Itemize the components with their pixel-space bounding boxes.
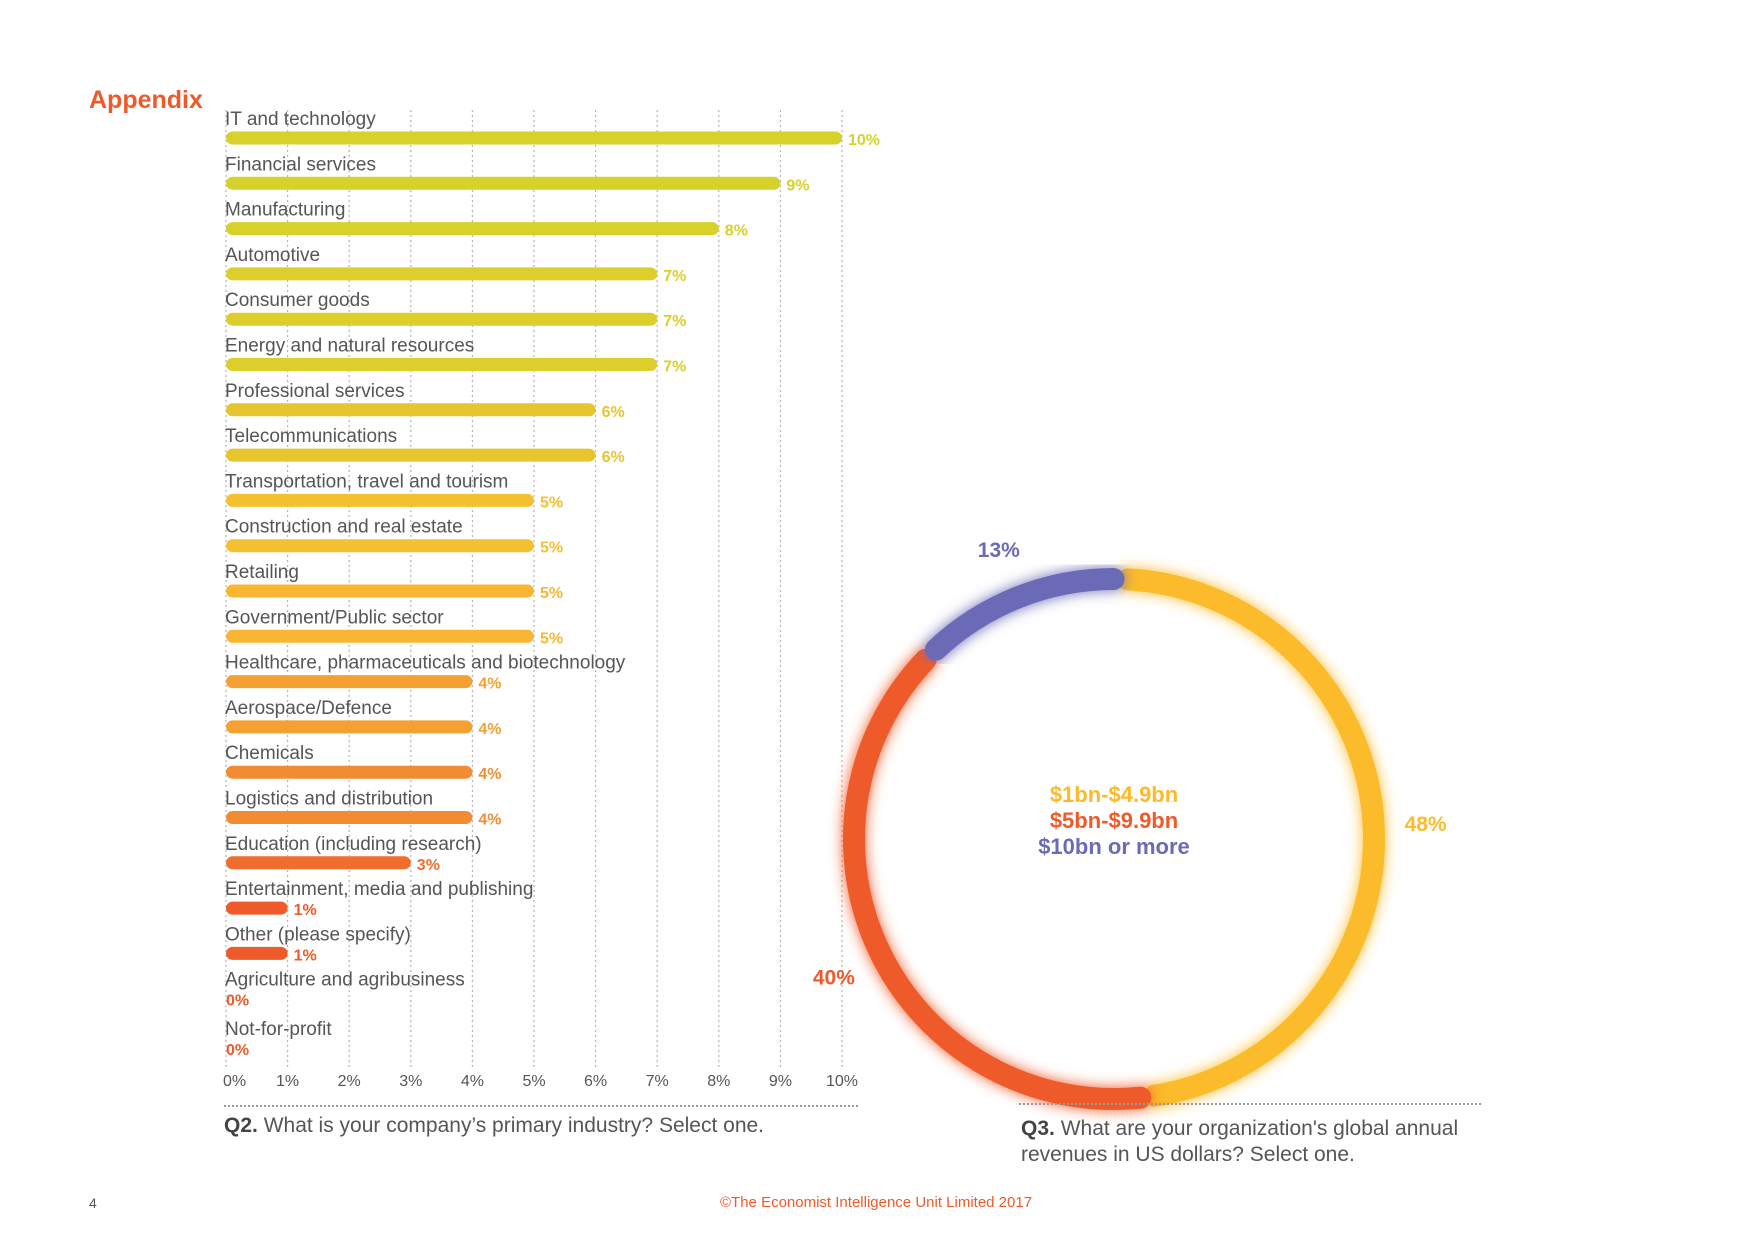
value-label: 7% (663, 268, 686, 285)
value-label: 5% (540, 585, 563, 602)
q3-question: Q3. What are your organization's global … (1021, 1116, 1458, 1168)
x-tick-label: 8% (707, 1073, 730, 1090)
x-tick-label: 5% (522, 1073, 545, 1090)
value-label: 7% (663, 313, 686, 330)
value-label: 9% (786, 177, 809, 194)
bar (226, 131, 842, 145)
slice-value-label: 48% (1405, 813, 1447, 836)
q3-divider (1019, 1103, 1481, 1105)
category-label: Government/Public sector (225, 607, 444, 628)
category-label: Energy and natural resources (225, 336, 474, 357)
category-label: Agriculture and agribusiness (225, 970, 465, 991)
x-tick-label: 1% (276, 1073, 299, 1090)
category-label: Transportation, travel and tourism (225, 471, 508, 492)
bar (226, 176, 781, 190)
value-label: 8% (725, 223, 748, 240)
x-tick-label: 7% (646, 1073, 669, 1090)
legend-item-2: $5bn-$9.9bn (1049, 808, 1179, 833)
x-tick-label: 3% (399, 1073, 422, 1090)
x-tick-label: 0% (223, 1073, 246, 1090)
page-number: 4 (89, 1195, 97, 1211)
bar (226, 448, 596, 462)
value-label: 10% (848, 132, 880, 149)
donut-segment (1117, 568, 1385, 1107)
q3-text-line2: revenues in US dollars? Select one. (1021, 1143, 1355, 1166)
bar (226, 539, 534, 553)
category-label: Financial services (225, 154, 376, 175)
bar (226, 629, 534, 643)
bar (226, 312, 658, 326)
q3-number: Q3. (1021, 1117, 1055, 1140)
bar (226, 222, 719, 236)
donut-segment (843, 648, 1152, 1110)
value-label: 0% (226, 1042, 249, 1059)
category-label: Retailing (225, 562, 299, 583)
category-label: Logistics and distribution (225, 789, 433, 810)
legend-item-1: $1bn-$4.9bn (1049, 782, 1179, 807)
bar (226, 946, 288, 960)
x-tick-label: 9% (769, 1073, 792, 1090)
x-tick-label: 10% (826, 1073, 858, 1090)
bar (226, 493, 534, 507)
category-label: Other (please specify) (225, 924, 411, 945)
bar (226, 901, 288, 915)
category-label: Manufacturing (225, 200, 345, 221)
section-title: Appendix (89, 86, 203, 114)
category-label: Telecommunications (225, 426, 397, 447)
q2-divider (224, 1105, 858, 1107)
donut-legend: $1bn-$4.9bn $5bn-$9.9bn $10bn or more (984, 782, 1244, 860)
value-label: 1% (294, 902, 317, 919)
category-label: IT and technology (225, 109, 376, 130)
value-label: 6% (602, 449, 625, 466)
value-label: 4% (478, 721, 501, 738)
value-label: 4% (478, 676, 501, 693)
bar (226, 720, 473, 734)
q3-text-line1: What are your organization's global annu… (1054, 1117, 1459, 1140)
category-label: Aerospace/Defence (225, 698, 392, 719)
slice-value-label: 13% (978, 539, 1020, 562)
value-label: 3% (417, 857, 440, 874)
slice-value-label: 40% (813, 966, 855, 989)
value-label: 5% (540, 494, 563, 511)
category-label: Not-for-profit (225, 1019, 332, 1040)
bar (226, 358, 658, 371)
copyright: ©The Economist Intelligence Unit Limited… (720, 1194, 1033, 1211)
category-label: Consumer goods (225, 290, 370, 311)
category-label: Automotive (225, 245, 320, 266)
q2-question: Q2. What is your company’s primary indus… (224, 1113, 764, 1139)
value-label: 7% (663, 359, 686, 376)
value-label: 6% (602, 404, 625, 421)
bar (226, 403, 596, 417)
value-label: 5% (540, 540, 563, 557)
bar (226, 811, 473, 824)
value-label: 4% (478, 766, 501, 783)
category-label: Chemicals (225, 743, 314, 764)
x-tick-label: 4% (461, 1073, 484, 1090)
q2-text: What is your company’s primary industry?… (257, 1114, 765, 1137)
legend-item-3: $10bn or more (1038, 834, 1190, 859)
value-label: 4% (478, 812, 501, 829)
category-label: Entertainment, media and publishing (225, 879, 533, 900)
bar (226, 267, 658, 281)
value-label: 5% (540, 630, 563, 647)
bar (226, 856, 411, 870)
category-label: Construction and real estate (225, 517, 463, 538)
q2-number: Q2. (224, 1114, 258, 1137)
donut-segment (924, 568, 1125, 661)
bar (226, 765, 473, 779)
category-label: Healthcare, pharmaceuticals and biotechn… (225, 653, 626, 674)
value-label: 1% (294, 947, 317, 964)
category-label: Professional services (225, 381, 405, 402)
bar (226, 675, 473, 689)
category-label: Education (including research) (225, 834, 482, 855)
x-tick-label: 2% (338, 1073, 361, 1090)
value-label: 0% (226, 993, 249, 1010)
x-tick-label: 6% (584, 1073, 607, 1090)
bar (226, 584, 534, 598)
